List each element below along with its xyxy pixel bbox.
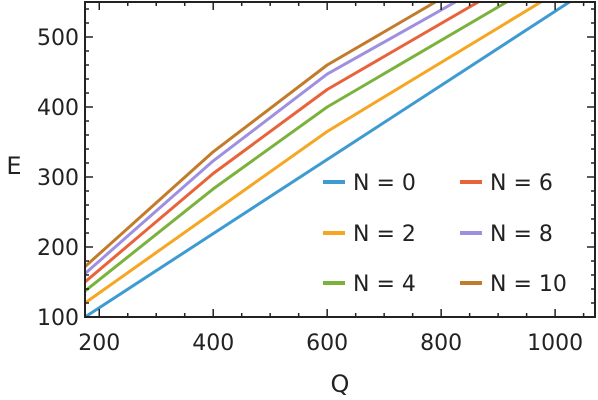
series-line-5 (85, 2, 437, 269)
x-tick-label: 800 (420, 331, 462, 356)
legend-label: N = 4 (353, 272, 416, 297)
series-line-3 (85, 2, 480, 284)
legend-label: N = 8 (490, 222, 553, 247)
series-line-4 (85, 2, 457, 276)
x-tick-label: 1000 (527, 331, 583, 356)
y-tick-label: 200 (37, 236, 79, 261)
legend-label: N = 0 (353, 171, 416, 196)
plot-frame (84, 1, 596, 318)
x-tick-label: 600 (306, 331, 348, 356)
series-layer (85, 2, 571, 317)
legend-label: N = 2 (353, 222, 416, 247)
y-tick-label: 300 (37, 166, 79, 191)
y-tick-label: 400 (37, 96, 79, 121)
series-line-0 (85, 2, 571, 317)
axes-layer (84, 1, 596, 318)
y-axis-label: E (6, 152, 21, 180)
y-tick-label: 500 (37, 26, 79, 51)
x-axis-label: Q (331, 370, 350, 398)
y-tick-label: 100 (37, 306, 79, 331)
series-line-1 (85, 2, 543, 305)
legend-label: N = 10 (490, 272, 567, 297)
x-tick-label: 400 (192, 331, 234, 356)
series-line-2 (85, 2, 509, 293)
legend: N = 0 N = 2 N = 4 N = 6 N = 8 N = 10 (323, 171, 567, 297)
x-tick-label: 200 (78, 331, 120, 356)
legend-label: N = 6 (490, 171, 553, 196)
